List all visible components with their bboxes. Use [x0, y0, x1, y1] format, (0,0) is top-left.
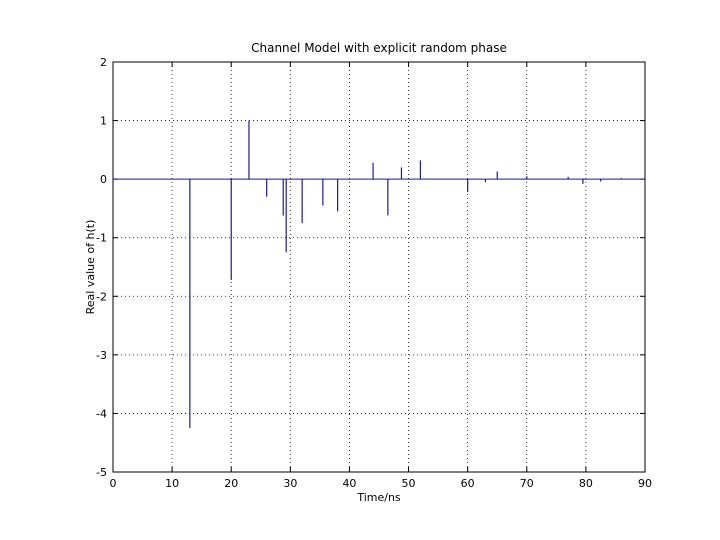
x-tick-label: 10 [165, 477, 179, 490]
x-tick-label: 20 [224, 477, 238, 490]
x-tick-label: 50 [402, 477, 416, 490]
y-axis-label: Real value of h(t) [84, 220, 97, 315]
axis-ticks: 0 10 20 30 40 50 60 70 80 90 -5 -4 -3 -2 -1 0 1 2 [96, 56, 652, 490]
y-tick-label: -2 [96, 290, 107, 303]
y-tick-label: -4 [96, 407, 107, 420]
y-tick-label: 0 [100, 173, 107, 186]
y-tick-label: -3 [96, 349, 107, 362]
y-tick-label: 1 [100, 115, 107, 128]
x-tick-label: 40 [342, 477, 356, 490]
y-tick-label: -1 [96, 232, 107, 245]
x-axis-label: Time/ns [356, 491, 401, 504]
x-tick-label: 60 [461, 477, 475, 490]
grid [113, 62, 645, 472]
plot-area [112, 61, 646, 473]
x-tick-label: 70 [520, 477, 534, 490]
stem-series [113, 120, 645, 429]
chart-title: Channel Model with explicit random phase [251, 41, 507, 55]
y-tick-label: -5 [96, 466, 107, 479]
x-tick-label: 90 [638, 477, 652, 490]
x-tick-label: 30 [283, 477, 297, 490]
x-tick-label: 80 [579, 477, 593, 490]
x-tick-label: 0 [110, 477, 117, 490]
y-tick-label: 2 [100, 56, 107, 69]
